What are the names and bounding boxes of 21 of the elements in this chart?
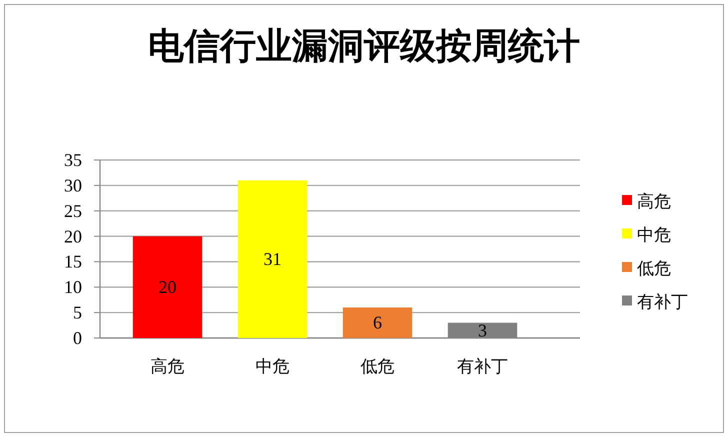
y-tick-label: 5 <box>73 302 82 323</box>
y-tick-label: 30 <box>64 175 82 196</box>
x-tick-label: 低危 <box>360 357 394 376</box>
y-tick-label: 15 <box>64 252 82 272</box>
data-label: 6 <box>373 312 382 333</box>
y-tick-label: 10 <box>64 277 82 298</box>
y-tick-label: 0 <box>73 328 82 348</box>
legend-label: 高危 <box>637 192 671 211</box>
data-label: 31 <box>264 249 282 270</box>
legend-label: 中危 <box>637 226 671 244</box>
legend-label: 有补丁 <box>637 292 688 312</box>
x-tick-label: 中危 <box>256 357 290 376</box>
chart-title: 电信行业漏洞评级按周统计 <box>148 25 580 66</box>
data-label: 3 <box>478 320 487 340</box>
legend-label: 低危 <box>637 259 671 278</box>
y-tick-label: 25 <box>64 200 82 221</box>
y-tick-label: 20 <box>64 226 82 246</box>
x-tick-label: 高危 <box>150 357 184 376</box>
data-label: 20 <box>158 277 176 298</box>
y-tick-label: 35 <box>64 150 82 170</box>
x-tick-label: 有补丁 <box>457 357 508 376</box>
